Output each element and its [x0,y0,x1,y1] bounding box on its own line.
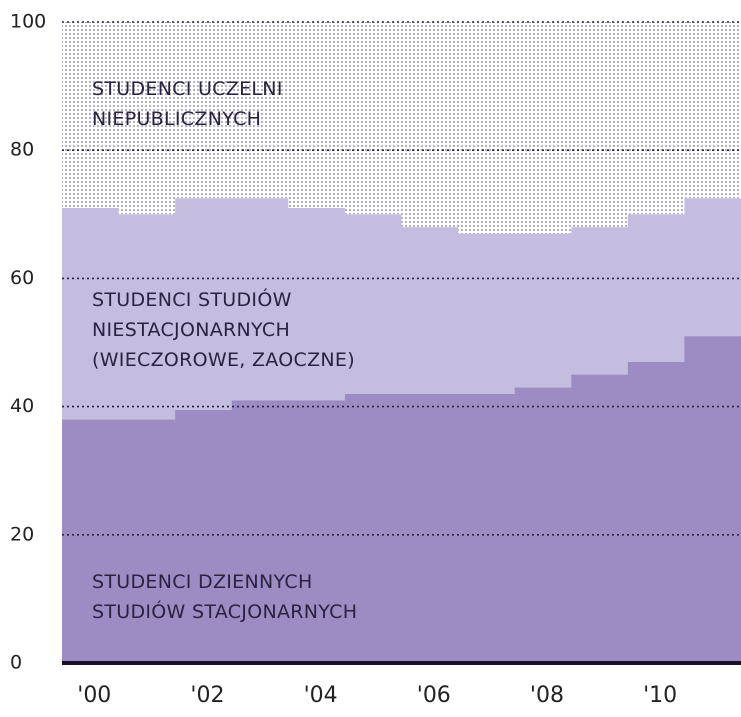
area-step [684,336,741,663]
y-tick-label: 0 [10,652,22,674]
x-tick-label: '04 [304,683,338,708]
area-step [62,207,120,420]
area-step [62,22,120,208]
area-step [231,198,289,401]
area-step [627,361,686,663]
area-step [231,400,289,663]
area-step [571,22,629,228]
area-step [458,233,516,394]
y-tick-label: 100 [10,11,46,33]
area-step [288,207,346,401]
y-tick-label: 80 [10,139,34,161]
area-step [288,400,346,663]
area-step [344,22,403,215]
area-step [571,227,629,375]
area-step [118,214,176,420]
area-step [401,227,459,394]
x-tick-label: '06 [417,683,451,708]
area-step [175,22,233,199]
area-step [62,419,120,663]
area-step [514,387,572,663]
area-step [175,198,233,410]
y-tick-label: 40 [10,395,34,417]
area-step [288,22,346,208]
area-step [118,22,176,215]
area-step [344,214,403,394]
series-label: STUDENCI STUDIÓW NIESTACJONARNYCH (WIECZ… [92,289,355,371]
area-step [231,22,289,199]
y-tick-label: 60 [10,267,34,289]
area-step [571,374,629,663]
series-label: STUDENCI DZIENNYCH STUDIÓW STACJONARNYCH [92,571,358,623]
area-step [514,233,572,388]
area-step [458,22,516,234]
y-tick-label: 20 [10,523,34,545]
area-step [627,214,686,362]
x-tick-label: '08 [530,683,564,708]
x-tick-label: '10 [643,683,677,708]
area-step [175,409,233,663]
x-tick-label: '00 [77,683,111,708]
area-step [458,393,516,663]
areas [62,22,741,663]
x-tick-label: '02 [190,683,224,708]
area-step [684,22,741,199]
area-step [514,22,572,234]
series-label: STUDENCI UCZELNI NIEPUBLICZNYCH [92,78,283,130]
area-step [684,198,741,337]
area-step [401,22,459,228]
area-step [627,22,686,215]
area-step [344,393,403,663]
area-step [401,393,459,663]
axes: 0 20 40 60 80 100 '00 '02 '04 '06 '08 '10 [10,11,741,708]
area-step [118,419,176,663]
